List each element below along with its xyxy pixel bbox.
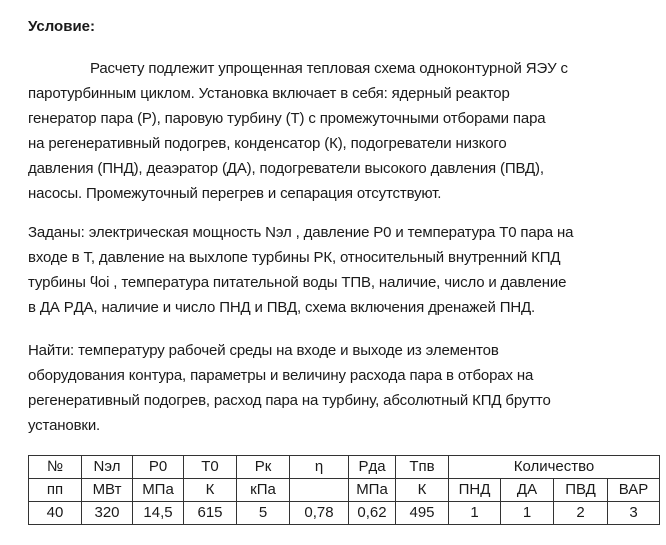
- text-line: Найти: температуру рабочей среды на вход…: [28, 342, 499, 359]
- header-cell: Pда: [348, 455, 396, 479]
- text-line: давления (ПНД), деаэратор (ДА), подогрев…: [28, 160, 544, 177]
- text-line: регенеративный подогрев, расход пара на …: [28, 392, 551, 409]
- header-cell: η: [289, 455, 349, 479]
- header-cell: №: [28, 455, 82, 479]
- header-cell: Nэл: [81, 455, 133, 479]
- text-line: турбины ϥoi , температура питательной во…: [28, 274, 567, 291]
- subheader-cell: ДА: [500, 478, 554, 502]
- text-line: Заданы: электрическая мощность Nэл , дав…: [28, 224, 574, 241]
- value-cell: 5: [236, 501, 290, 525]
- unit-row: пп МВт МПа К кПа МПа К ПНД ДА ПВД ВАР: [28, 478, 660, 502]
- text-line: насосы. Промежуточный перегрев и сепарац…: [28, 185, 442, 202]
- header-cell: Pк: [236, 455, 290, 479]
- text-line: генератор пара (Р), паровую турбину (Т) …: [28, 110, 546, 127]
- unit-cell: МВт: [81, 478, 133, 502]
- value-cell: 495: [395, 501, 449, 525]
- text-line: оборудования контура, параметры и величи…: [28, 367, 534, 384]
- text-line: на регенеративный подогрев, конденсатор …: [28, 135, 507, 152]
- unit-cell: К: [395, 478, 449, 502]
- unit-cell: К: [183, 478, 237, 502]
- find-paragraph: Найти: температуру рабочей среды на вход…: [28, 338, 551, 438]
- table-row: 40 320 14,5 615 5 0,78 0,62 495 1 1 2 3: [28, 501, 660, 525]
- unit-cell: МПа: [348, 478, 396, 502]
- parameters-table: № Nэл P0 T0 Pк η Pда Tпв Количество пп М…: [28, 455, 660, 525]
- unit-cell: [289, 478, 349, 502]
- value-cell: 0,62: [348, 501, 396, 525]
- value-cell: 1: [500, 501, 554, 525]
- quantity-group-header: Количество: [448, 455, 660, 479]
- value-cell: 615: [183, 501, 237, 525]
- condition-heading: Условие:: [28, 18, 96, 35]
- text-line: входе в Т, давление на выхлопе турбины P…: [28, 249, 561, 266]
- value-cell: 1: [448, 501, 501, 525]
- value-cell: 3: [607, 501, 660, 525]
- text-line: в ДА PДА, наличие и число ПНД и ПВД, схе…: [28, 299, 536, 316]
- subheader-cell: ПНД: [448, 478, 501, 502]
- text-line: установки.: [28, 417, 101, 434]
- subheader-cell: ПВД: [553, 478, 608, 502]
- given-paragraph: Заданы: электрическая мощность Nэл , дав…: [28, 220, 573, 320]
- header-cell: P0: [132, 455, 184, 479]
- header-row: № Nэл P0 T0 Pк η Pда Tпв Количество: [28, 455, 660, 479]
- subheader-cell: ВАР: [607, 478, 660, 502]
- value-cell: 14,5: [132, 501, 184, 525]
- header-cell: Tпв: [395, 455, 449, 479]
- text-line: паротурбинным циклом. Установка включает…: [28, 85, 510, 102]
- value-cell: 0,78: [289, 501, 349, 525]
- header-cell: T0: [183, 455, 237, 479]
- value-cell: 320: [81, 501, 133, 525]
- value-cell: 2: [553, 501, 608, 525]
- unit-cell: пп: [28, 478, 82, 502]
- unit-cell: МПа: [132, 478, 184, 502]
- text-line: Расчету подлежит упрощенная тепловая схе…: [90, 60, 568, 77]
- description-paragraph: Расчету подлежит упрощенная тепловая схе…: [28, 56, 568, 206]
- unit-cell: кПа: [236, 478, 290, 502]
- value-cell: 40: [28, 501, 82, 525]
